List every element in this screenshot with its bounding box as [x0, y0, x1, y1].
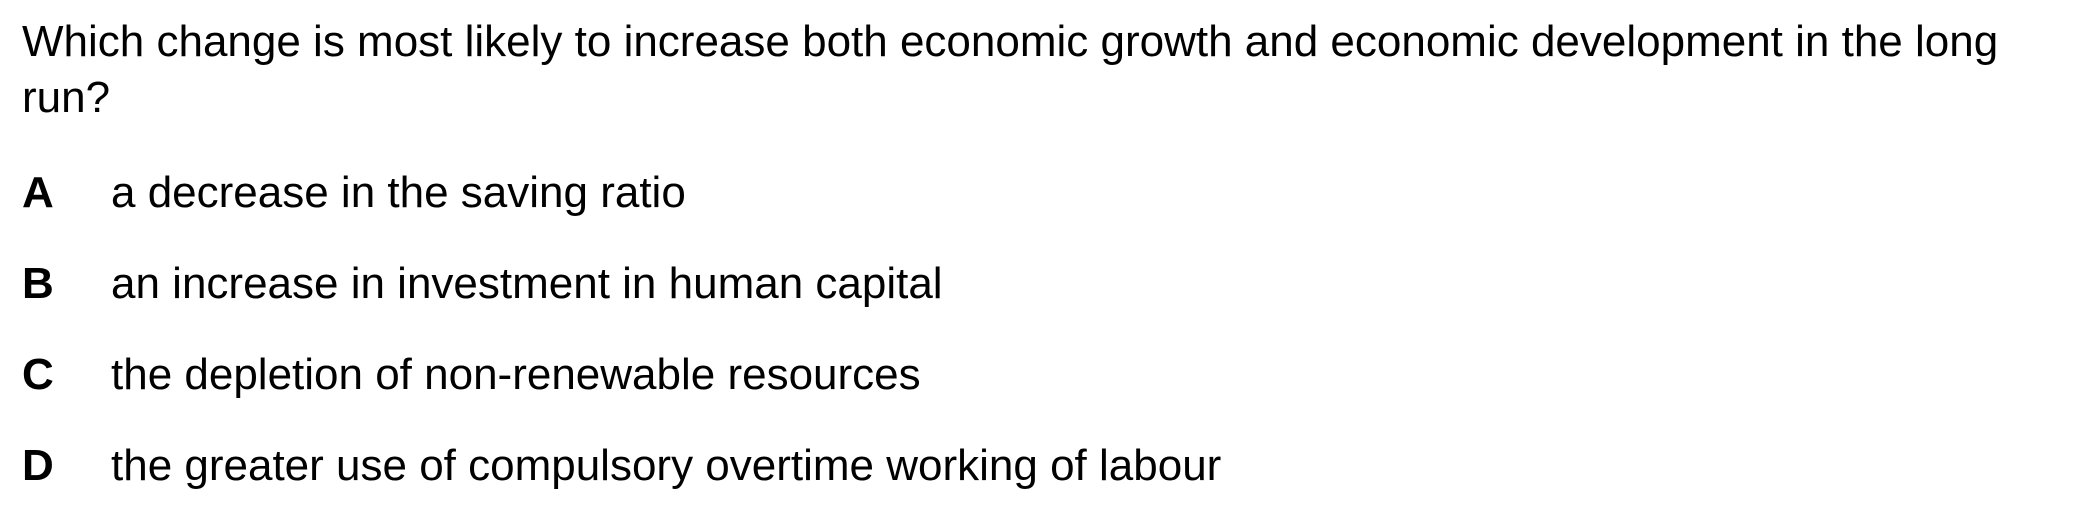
- option-letter: A: [22, 168, 54, 217]
- option-a: A a decrease in the saving ratio: [22, 165, 1221, 256]
- option-letter: B: [22, 259, 54, 308]
- option-text: an increase in investment in human capit…: [111, 259, 943, 308]
- question-text: Which change is most likely to increase …: [22, 17, 1999, 122]
- option-d: D the greater use of compulsory overtime…: [22, 438, 1221, 529]
- option-text: the greater use of compulsory overtime w…: [111, 441, 1222, 490]
- option-c: C the depletion of non-renewable resourc…: [22, 347, 1221, 438]
- option-letter: D: [22, 441, 54, 490]
- option-letter: C: [22, 350, 54, 399]
- answer-options: A a decrease in the saving ratio B an in…: [22, 165, 1221, 529]
- option-b: B an increase in investment in human cap…: [22, 256, 1221, 347]
- option-text: the depletion of non-renewable resources: [111, 350, 921, 399]
- option-text: a decrease in the saving ratio: [111, 168, 686, 217]
